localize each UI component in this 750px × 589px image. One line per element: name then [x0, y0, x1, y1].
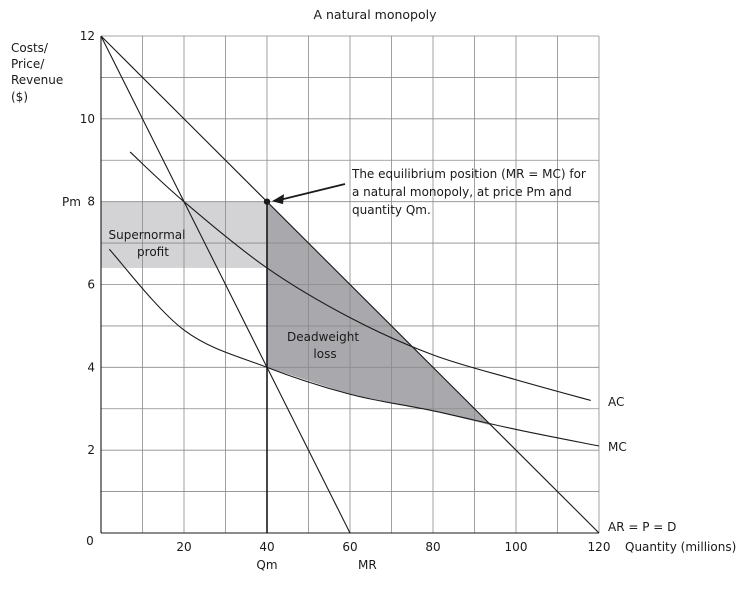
x-axis-label: Quantity (millions) [625, 540, 736, 554]
deadweight-loss-label: Deadweight [287, 330, 359, 344]
y-tick-label: 4 [87, 360, 95, 374]
x-tick-label: 80 [425, 540, 440, 554]
qm-label: Qm [256, 558, 277, 572]
curves [100, 35, 600, 534]
x-tick-label: 20 [176, 540, 191, 554]
annotation-line: quantity Qm. [352, 203, 431, 217]
y-tick-label: 2 [87, 443, 95, 457]
supernormal-profit-label: profit [137, 245, 169, 259]
y-axis-label-line: ($) [11, 90, 28, 104]
annotation-line: a natural monopoly, at price Pm and [352, 185, 572, 199]
equilibrium-point [263, 198, 271, 205]
supernormal-profit-label: Supernormal [109, 228, 186, 242]
x-tick-label: 120 [588, 540, 611, 554]
annotation-arrow-line [278, 183, 346, 202]
series-label-mc: MC [608, 440, 627, 454]
y-tick-label: 6 [87, 278, 95, 292]
ac-curve [129, 151, 591, 401]
y-axis-label-line: Revenue [11, 73, 63, 87]
series-label-mr: MR [358, 558, 377, 572]
chart-title: A natural monopoly [313, 7, 437, 22]
y-axis-label-line: Costs/ [11, 41, 49, 55]
demand-line [100, 35, 600, 534]
mc-curve [108, 248, 600, 447]
deadweight-loss-label: loss [313, 347, 336, 361]
y-tick-label: 12 [80, 29, 95, 43]
y-tick-label: 10 [80, 112, 95, 126]
series-label-demand: AR = P = D [608, 520, 676, 534]
y-tick-label: 8 [87, 195, 95, 209]
pm-label: Pm [62, 195, 81, 209]
y-axis-label-line: Price/ [11, 57, 45, 71]
x-tick-label: 60 [342, 540, 357, 554]
y-axis-label: Costs/ Price/ Revenue ($) [11, 41, 63, 104]
equilibrium-annotation: The equilibrium position (MR = MC) for a… [351, 167, 586, 217]
x-tick-label: 100 [505, 540, 528, 554]
mr-line [100, 35, 351, 534]
x-tick-label: 40 [259, 540, 274, 554]
annotation-arrow-head [272, 194, 284, 205]
x-tick-label: 0 [86, 534, 94, 548]
series-label-ac: AC [608, 395, 624, 409]
labels: AC MC AR = P = D MR Pm Qm Supernormal profit Dea… [62, 195, 676, 572]
annotation-line: The equilibrium position (MR = MC) for [351, 167, 586, 181]
